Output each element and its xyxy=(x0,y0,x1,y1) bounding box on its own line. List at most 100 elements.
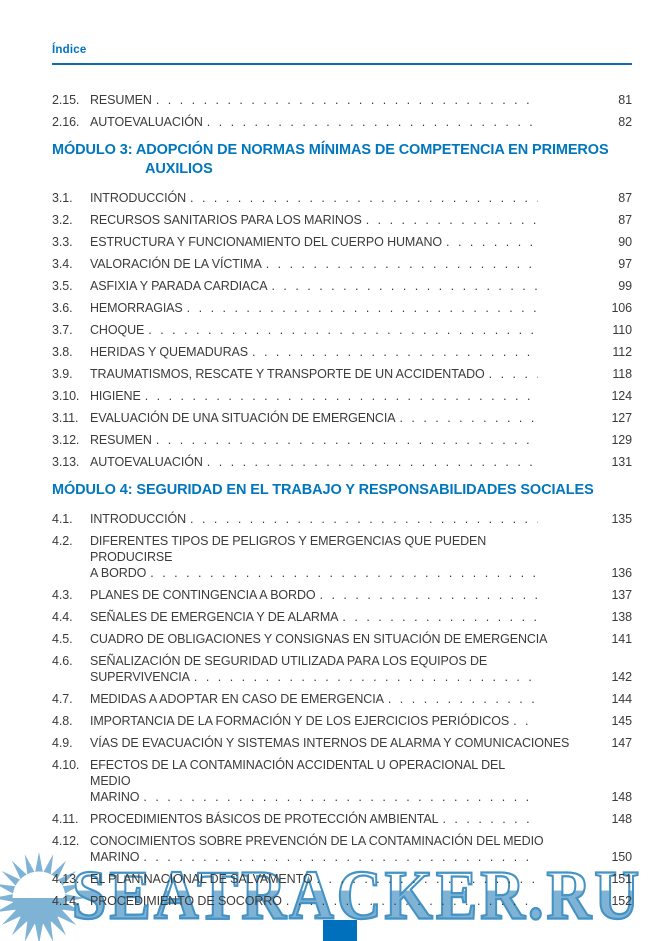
dot-leader: . . . . . . . . . . . . . . . . . . . . … xyxy=(446,235,538,249)
page-title: Índice xyxy=(52,44,632,65)
entry-title: RECURSOS SANITARIOS PARA LOS MARINOS xyxy=(90,213,362,227)
entry-title: A BORDO xyxy=(90,566,147,580)
toc-entry: 4.5. CUADRO DE OBLIGACIONES Y CONSIGNAS E… xyxy=(52,631,632,647)
entry-page-number: 148 xyxy=(611,812,632,826)
entry-page-number: 129 xyxy=(611,433,632,447)
entry-title: ESTRUCTURA Y FUNCIONAMIENTO DEL CUERPO H… xyxy=(90,235,443,249)
entry-page-number: 137 xyxy=(611,588,632,602)
entry-number: 4.1. xyxy=(52,512,73,526)
entry-title: INTRODUCCIÓN xyxy=(90,512,187,526)
toc-entry: 4.8. IMPORTANCIA DE LA FORMACIÓN Y DE LOS… xyxy=(52,713,632,729)
toc-entry: 3.8. HERIDAS Y QUEMADURAS . . . . . . . . … xyxy=(52,344,632,360)
toc-entry: 4.9. VÍAS DE EVACUACIÓN Y SISTEMAS INTERN… xyxy=(52,735,632,751)
entry-title: RESUMEN xyxy=(90,433,152,447)
entry-title: EVALUACIÓN DE UNA SITUACIÓN DE EMERGENCI… xyxy=(90,411,396,425)
entry-number: 3.5. xyxy=(52,279,73,293)
entry-number: 3.1. xyxy=(52,191,73,205)
dot-leader: . . . . . . . . . . . . . . . . . . . . … xyxy=(513,714,538,728)
footer-page-block xyxy=(323,920,357,941)
entry-number: 4.2. xyxy=(52,534,73,548)
entry-number: 4.13. xyxy=(52,872,80,886)
entry-title: DIFERENTES TIPOS DE PELIGROS Y EMERGENCI… xyxy=(90,534,487,564)
toc-entry: 4.11. PROCEDIMIENTOS BÁSICOS DE PROTECCIÓ… xyxy=(52,811,632,827)
entry-number: 4.12. xyxy=(52,834,80,848)
entry-title: CHOQUE xyxy=(90,323,145,337)
dot-leader: . . . . . . . . . . . . . . . . . . . . … xyxy=(206,455,538,469)
entry-number: 4.4. xyxy=(52,610,73,624)
toc-section: MÓDULO 4: SEGURIDAD EN EL TRABAJO Y RESP… xyxy=(52,481,632,909)
entry-page-number: 142 xyxy=(611,670,632,684)
entry-page-number: 124 xyxy=(611,389,632,403)
entry-title: CONOCIMIENTOS SOBRE PREVENCIÓN DE LA CON… xyxy=(90,834,544,848)
toc-entry: 3.13. AUTOEVALUACIÓN. . . . . . . . . . .… xyxy=(52,454,632,470)
entry-title: TRAUMATISMOS, RESCATE Y TRANSPORTE DE UN… xyxy=(90,367,485,381)
entry-title: AUTOEVALUACIÓN xyxy=(90,455,203,469)
page-content: Índice 2.15. RESUMEN. . . . . . . . . . .… xyxy=(52,44,632,915)
dot-leader: . . . . . . . . . . . . . . . . . . . . … xyxy=(271,279,538,293)
toc-entry: 2.16. AUTOEVALUACIÓN. . . . . . . . . . .… xyxy=(52,114,632,130)
entry-title: EFECTOS DE LA CONTAMINACIÓN ACCIDENTAL U… xyxy=(90,758,505,788)
entry-page-number: 110 xyxy=(612,323,632,337)
entry-number: 3.2. xyxy=(52,213,73,227)
dot-leader: . . . . . . . . . . . . . . . . . . . . … xyxy=(143,850,538,864)
entry-number: 4.7. xyxy=(52,692,73,706)
entry-title: RESUMEN xyxy=(90,93,152,107)
dot-leader: . . . . . . . . . . . . . . . . . . . . … xyxy=(399,411,538,425)
entry-number: 4.11. xyxy=(52,812,79,826)
dot-leader: . . . . . . . . . . . . . . . . . . . . … xyxy=(193,670,538,684)
entry-number: 3.4. xyxy=(52,257,73,271)
entry-title: SEÑALIZACIÓN DE SEGURIDAD UTILIZADA PARA… xyxy=(90,654,488,668)
dot-leader: . . . . . . . . . . . . . . . . . . . . … xyxy=(252,345,538,359)
entry-number: 3.13. xyxy=(52,455,80,469)
toc-entry: 3.12. RESUMEN. . . . . . . . . . . . . . … xyxy=(52,432,632,448)
entry-page-number: 151 xyxy=(611,872,632,886)
dot-leader: . . . . . . . . . . . . . . . . . . . . … xyxy=(285,894,538,908)
dot-leader: . . . . . . . . . . . . . . . . . . . . … xyxy=(190,191,538,205)
dot-leader: . . . . . . . . . . . . . . . . . . . . … xyxy=(342,610,538,624)
entry-page-number: 145 xyxy=(611,714,632,728)
entry-number: 2.15. xyxy=(52,93,80,107)
entry-title: HERIDAS Y QUEMADURAS xyxy=(90,345,248,359)
toc-entry: 3.1. INTRODUCCIÓN. . . . . . . . . . . . … xyxy=(52,190,632,206)
entry-page-number: 97 xyxy=(618,257,632,271)
entry-number: 3.9. xyxy=(52,367,73,381)
dot-leader: . . . . . . . . . . . . . . . . . . . . … xyxy=(155,93,538,107)
entry-title: EL PLAN NACIONAL DE SALVAMENTO xyxy=(90,872,313,886)
module-heading: MÓDULO 3: ADOPCIÓN DE NORMAS MÍNIMAS DE … xyxy=(52,142,609,177)
toc-entry: 3.6. HEMORRAGIAS. . . . . . . . . . . . .… xyxy=(52,300,632,316)
entry-page-number: 135 xyxy=(611,512,632,526)
dot-leader: . . . . . . . . . . . . . . . . . . . . … xyxy=(143,790,538,804)
dot-leader: . . . . . . . . . . . . . . . . . . . . … xyxy=(148,323,538,337)
toc-entry: 4.13. EL PLAN NACIONAL DE SALVAMENTO. . .… xyxy=(52,871,632,887)
dot-leader: . . . . . . . . . . . . . . . . . . . . … xyxy=(150,566,538,580)
dot-leader: . . . . . . . . . . . . . . . . . . . . … xyxy=(190,512,538,526)
entry-page-number: 81 xyxy=(618,93,632,107)
dot-leader: . . . . . . . . . . . . . . . . . . . . … xyxy=(316,872,538,886)
entry-page-number: 118 xyxy=(612,367,632,381)
toc-entry: 4.10. EFECTOS DE LA CONTAMINACIÓN ACCIDEN… xyxy=(52,757,632,805)
toc-entry: 4.14. PROCEDIMIENTO DE SOCORRO. . . . . .… xyxy=(52,893,632,909)
entry-number: 3.8. xyxy=(52,345,73,359)
entry-title: ASFIXIA Y PARADA CARDIACA xyxy=(90,279,268,293)
entry-page-number: 87 xyxy=(618,191,632,205)
entry-title: IMPORTANCIA DE LA FORMACIÓN Y DE LOS EJE… xyxy=(90,714,510,728)
toc-entry: 4.4. SEÑALES DE EMERGENCIA Y DE ALARMA. .… xyxy=(52,609,632,625)
toc-entry: 3.7. CHOQUE. . . . . . . . . . . . . . . … xyxy=(52,322,632,338)
entry-title: AUTOEVALUACIÓN xyxy=(90,115,203,129)
toc-section: 2.15. RESUMEN. . . . . . . . . . . . . . … xyxy=(52,92,632,130)
entry-number: 4.3. xyxy=(52,588,73,602)
entry-number: 4.14. xyxy=(52,894,80,908)
entry-page-number: 106 xyxy=(611,301,632,315)
entry-title: HIGIENE xyxy=(90,389,141,403)
entry-number: 3.12. xyxy=(52,433,80,447)
entry-number: 4.5. xyxy=(52,632,73,646)
entry-page-number: 127 xyxy=(611,411,632,425)
entry-number: 4.9. xyxy=(52,736,73,750)
entry-title: HEMORRAGIAS xyxy=(90,301,183,315)
entry-page-number: 152 xyxy=(611,894,632,908)
toc-entry: 3.5. ASFIXIA Y PARADA CARDIACA. . . . . .… xyxy=(52,278,632,294)
entry-title: PROCEDIMIENTOS BÁSICOS DE PROTECCIÓN AMB… xyxy=(90,812,439,826)
toc-entry: 4.3. PLANES DE CONTINGENCIA A BORDO. . . … xyxy=(52,587,632,603)
entry-number: 4.6. xyxy=(52,654,73,668)
